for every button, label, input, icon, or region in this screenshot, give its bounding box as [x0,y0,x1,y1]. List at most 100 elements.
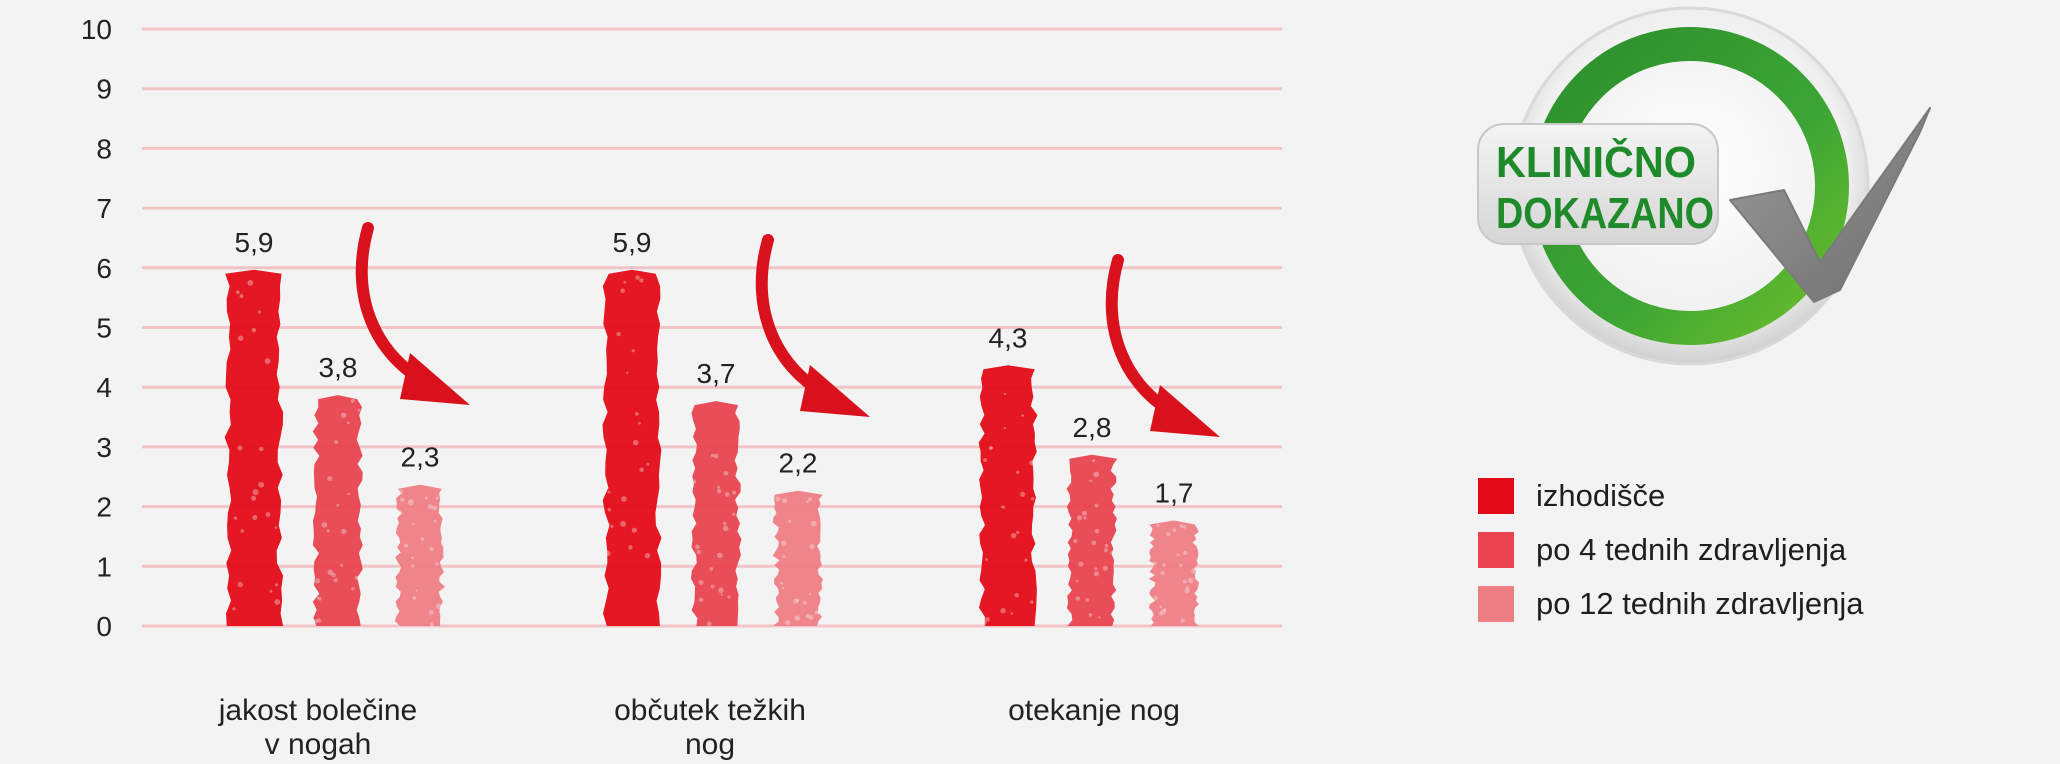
bar-texture-s1-g1-7 [706,621,712,627]
bar-texture-s0-g1-14 [639,467,644,473]
bar-texture-s2-g2-17 [1172,528,1177,532]
y-tick-label-4: 4 [96,372,112,403]
bar-texture-s2-g0-20 [400,497,405,502]
bar-s1-g1 [691,401,742,626]
legend: izhodišče po 4 tednih zdravljenja po 12 … [1478,478,1863,640]
legend-label-4-weeks: po 4 tednih zdravljenja [1536,532,1847,567]
bar-texture-s1-g1-4 [718,587,724,594]
bar-texture-s2-g0-14 [427,504,433,510]
legend-label-12-weeks: po 12 tednih zdravljenja [1536,586,1864,621]
trend-arrow-head-0 [400,353,470,405]
bar-texture-s1-g2-2 [1103,548,1109,553]
bar-texture-s1-g2-11 [1094,528,1100,534]
bar-texture-s0-g1-10 [646,462,650,466]
trend-arrow-head-1 [800,365,870,417]
bar-chart: 0 1 2 3 4 5 6 7 8 9 10 5,9 5,9 4,3 3,8 3,7 2,8 2,3 2,2 1,7 j… [81,14,1282,761]
bar-texture-s1-g1-18 [732,490,737,495]
bar-texture-s0-g2-17 [1010,612,1014,615]
bar-texture-s0-g2-18 [983,458,988,462]
bar-texture-s1-g0-14 [350,398,355,403]
legend-item-4-weeks: po 4 tednih zdravljenja [1478,532,1863,568]
bar-texture-s0-g0-19 [265,512,271,517]
bar-s2-g2 [1148,520,1199,626]
bar-texture-s1-g0-11 [321,522,328,528]
badge-text-line-1: KLINIČNO [1496,136,1696,187]
y-tick-label-2: 2 [96,492,112,523]
bar-texture-s2-g0-9 [424,496,429,500]
bar-texture-s0-g2-11 [980,619,987,626]
y-tick-label-3: 3 [96,432,112,463]
bar-texture-s0-g1-11 [620,288,625,294]
bar-texture-s1-g2-21 [1098,616,1101,619]
bar-texture-s0-g2-9 [1011,532,1017,539]
bar-texture-s1-g0-10 [340,563,344,567]
bar-texture-s2-g1-1 [782,586,785,590]
bar-texture-s2-g0-13 [420,537,425,541]
bar-texture-s0-g2-2 [1016,530,1020,535]
bar-texture-s2-g0-3 [435,562,439,566]
bar-texture-s2-g2-20 [1160,609,1167,615]
bar-texture-s2-g0-17 [415,589,418,592]
bar-texture-s1-g0-5 [351,587,355,591]
bar-texture-s2-g1-11 [794,615,801,621]
bar-texture-s1-g2-12 [1104,543,1109,548]
bar-texture-s2-g2-16 [1180,618,1185,623]
bar-texture-s2-g0-7 [433,519,437,523]
checkmark-icon [1729,107,1931,303]
data-label-s2-g0: 2,3 [401,442,440,473]
bar-texture-s1-g1-1 [696,549,701,555]
bar-texture-s2-g2-12 [1187,577,1194,584]
bar-texture-s0-g1-21 [644,553,651,559]
bar-texture-s0-g2-16 [985,558,988,561]
bar-texture-s1-g2-18 [1081,510,1087,516]
bar-texture-s0-g0-10 [269,589,273,593]
bar-texture-s1-g0-18 [336,503,340,507]
data-label-s2-g1: 2,2 [779,448,818,479]
bar-texture-s1-g0-7 [347,492,351,496]
bar-texture-s0-g2-1 [988,446,993,451]
bar-texture-s1-g1-11 [732,512,736,516]
bar-texture-s0-g0-2 [251,327,257,333]
bar-s0-g1 [602,269,662,626]
bar-texture-s2-g0-6 [436,496,440,500]
bar-texture-s2-g2-15 [1183,579,1187,584]
bar-texture-s2-g2-5 [1185,585,1189,589]
bar-texture-s1-g1-20 [709,566,714,571]
bar-texture-s2-g2-11 [1159,612,1163,616]
bar-texture-s1-g0-3 [314,578,321,584]
bar-texture-s1-g0-20 [327,476,333,482]
badge-text-plate [1477,123,1719,245]
bar-texture-s1-g1-10 [717,485,721,489]
bar-texture-s1-g0-13 [331,572,336,578]
bar-texture-s2-g1-20 [782,555,786,559]
bar-texture-s2-g1-14 [795,598,799,602]
y-tick-label-6: 6 [96,253,112,284]
bar-texture-s0-g0-18 [237,445,243,451]
bar-texture-s0-g1-6 [620,521,626,527]
bar-texture-s2-g1-3 [785,620,791,626]
bar-texture-s1-g1-3 [710,453,715,458]
bar-texture-s0-g2-0 [1031,497,1035,501]
bar-texture-s0-g0-16 [233,516,238,520]
bar-texture-s2-g1-19 [808,592,812,595]
bar-texture-s1-g0-19 [357,408,361,412]
bar-texture-s2-g2-3 [1179,563,1183,567]
bar-texture-s0-g1-5 [631,349,635,353]
bar-texture-s2-g0-8 [407,499,414,506]
x-category-label-0-1: v nogah [265,728,372,761]
bar-texture-s1-g1-15 [724,492,730,497]
data-label-s0-g1: 5,9 [613,227,652,258]
bar-texture-s1-g1-0 [698,597,704,603]
bar-texture-s2-g1-4 [809,544,815,550]
x-category-label-1-0: občutek težkih [614,694,806,727]
bar-texture-s0-g0-1 [274,599,281,605]
bar-texture-s0-g2-6 [1002,506,1006,509]
y-tick-label-10: 10 [81,14,112,45]
legend-swatch-baseline [1478,478,1514,514]
bar-texture-s2-g1-6 [817,610,822,615]
bar-texture-s0-g1-19 [623,280,627,284]
bar-texture-s0-g2-7 [1024,558,1028,562]
bar-texture-s2-g0-18 [429,547,434,552]
bar-texture-s1-g1-5 [722,525,729,532]
bar-texture-s2-g0-16 [428,609,434,615]
